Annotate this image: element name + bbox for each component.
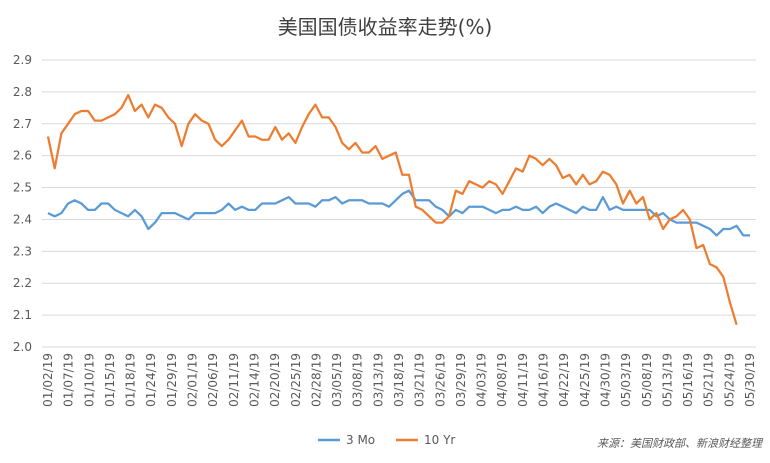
y-tick-label: 2.5: [13, 181, 32, 195]
x-tick-label: 01/07/19: [62, 353, 76, 407]
y-tick-label: 2.7: [13, 117, 32, 131]
x-tick: 05/21/19: [702, 353, 716, 407]
x-tick-label: 04/22/19: [557, 353, 571, 407]
x-tick-label: 03/18/19: [392, 353, 406, 407]
x-tick-label: 03/26/19: [433, 353, 447, 407]
x-tick-label: 02/01/19: [186, 353, 200, 407]
x-tick: 04/16/19: [537, 353, 551, 407]
x-tick-label: 04/11/19: [516, 353, 530, 407]
x-tick: 05/08/19: [640, 353, 654, 407]
x-tick-label: 02/14/19: [247, 353, 261, 407]
x-tick: 01/07/19: [62, 353, 76, 407]
x-tick: 01/29/19: [165, 353, 179, 407]
chart-title: 美国国债收益率走势(%): [278, 15, 493, 39]
x-tick-label: 03/29/19: [454, 353, 468, 407]
x-tick: 05/13/19: [660, 353, 674, 407]
x-tick: 02/14/19: [247, 353, 261, 407]
y-tick-label: 2.1: [13, 308, 32, 322]
x-tick-label: 05/13/19: [660, 353, 674, 407]
x-tick-label: 01/24/19: [144, 353, 158, 407]
x-tick-label: 01/10/19: [82, 353, 96, 407]
x-tick-label: 01/02/19: [41, 353, 55, 407]
x-tick: 03/18/19: [392, 353, 406, 407]
x-tick: 01/24/19: [144, 353, 158, 407]
x-tick: 01/02/19: [41, 353, 55, 407]
legend: 3 Mo 10 Yr: [318, 433, 455, 447]
x-tick-label: 05/30/19: [743, 353, 757, 407]
x-tick: 03/21/19: [413, 353, 427, 407]
y-tick-label: 2.9: [13, 53, 32, 67]
gridlines: [42, 59, 756, 348]
x-tick-label: 05/21/19: [702, 353, 716, 407]
legend-label: 3 Mo: [346, 433, 375, 447]
x-tick-label: 04/30/19: [598, 353, 612, 407]
x-tick: 05/03/19: [619, 353, 633, 407]
y-axis-ticks: 2.0 2.1 2.2 2.3 2.4 2.5 2.6 2.7 2.8 2.9: [13, 53, 32, 354]
series-line-3mo: [47, 189, 750, 237]
series-line-10yr: [46, 93, 738, 326]
x-tick-label: 05/24/19: [722, 353, 736, 407]
x-tick-label: 01/18/19: [124, 353, 138, 407]
x-tick: 01/10/19: [82, 353, 96, 407]
x-tick-label: 05/16/19: [681, 353, 695, 407]
x-tick-label: 05/03/19: [619, 353, 633, 407]
x-tick: 04/30/19: [598, 353, 612, 407]
x-tick-label: 05/08/19: [640, 353, 654, 407]
x-tick-label: 03/05/19: [330, 353, 344, 407]
x-tick: 05/16/19: [681, 353, 695, 407]
x-tick: 04/25/19: [578, 353, 592, 407]
x-tick: 02/11/19: [227, 353, 241, 407]
x-tick: 05/24/19: [722, 353, 736, 407]
y-tick-label: 2.2: [13, 276, 32, 290]
x-tick-label: 02/28/19: [309, 353, 323, 407]
x-tick-label: 02/06/19: [206, 353, 220, 407]
x-tick-label: 04/03/19: [475, 353, 489, 407]
x-tick: 01/18/19: [124, 353, 138, 407]
y-tick-label: 2.3: [13, 244, 32, 258]
x-tick: 03/05/19: [330, 353, 344, 407]
x-tick-label: 01/29/19: [165, 353, 179, 407]
x-tick: 04/22/19: [557, 353, 571, 407]
x-tick-label: 02/11/19: [227, 353, 241, 407]
y-tick-label: 2.4: [13, 212, 32, 226]
x-tick-label: 02/20/19: [268, 353, 282, 407]
source-note: 来源：美国财政部、新浪财经整理: [597, 437, 764, 450]
x-tick: 03/29/19: [454, 353, 468, 407]
x-tick: 01/15/19: [103, 353, 117, 407]
x-tick: 03/13/19: [371, 353, 385, 407]
x-tick-label: 04/08/19: [495, 353, 509, 407]
x-tick: 02/28/19: [309, 353, 323, 407]
x-tick: 04/11/19: [516, 353, 530, 407]
x-tick: 04/03/19: [475, 353, 489, 407]
legend-label: 10 Yr: [424, 433, 455, 447]
x-tick-label: 04/25/19: [578, 353, 592, 407]
x-axis-ticks: 01/02/19 01/07/19 01/10/19 01/15/19 01/18/19…: [41, 353, 757, 407]
x-tick: 02/06/19: [206, 353, 220, 407]
x-tick: 02/01/19: [186, 353, 200, 407]
x-tick: 03/26/19: [433, 353, 447, 407]
x-tick-label: 02/25/19: [289, 353, 303, 407]
x-tick: 02/20/19: [268, 353, 282, 407]
x-tick: 05/30/19: [743, 353, 757, 407]
series-lines: [46, 93, 750, 326]
y-tick-label: 2.8: [13, 85, 32, 99]
y-tick-label: 2.6: [13, 149, 32, 163]
x-tick-label: 04/16/19: [537, 353, 551, 407]
y-tick-label: 2.0: [13, 340, 32, 354]
x-tick-label: 03/21/19: [413, 353, 427, 407]
x-tick: 03/08/19: [351, 353, 365, 407]
x-tick: 02/25/19: [289, 353, 303, 407]
x-tick-label: 01/15/19: [103, 353, 117, 407]
x-tick-label: 03/08/19: [351, 353, 365, 407]
x-tick: 04/08/19: [495, 353, 509, 407]
x-tick-label: 03/13/19: [371, 353, 385, 407]
